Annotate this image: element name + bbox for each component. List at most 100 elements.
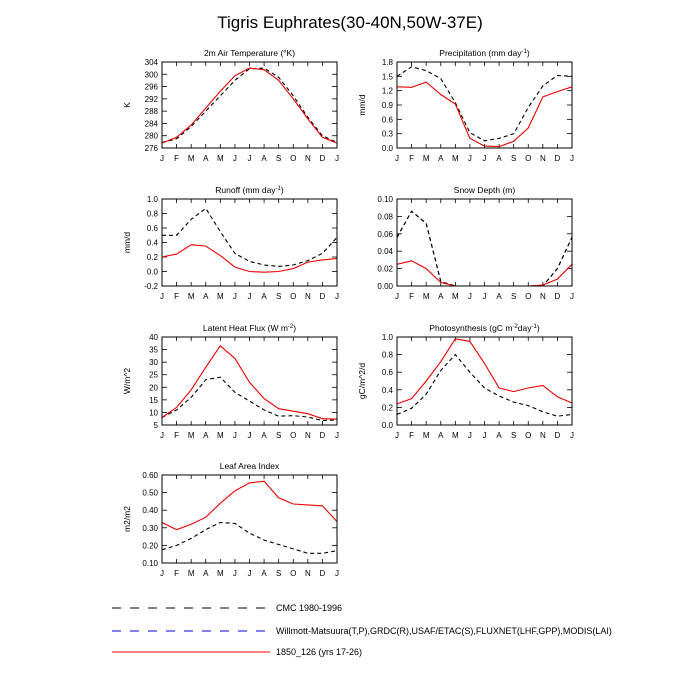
y-tick-label: 15 <box>149 396 158 405</box>
plot-frame <box>396 198 573 287</box>
y-tick-label: 0.2 <box>147 253 159 262</box>
panel-title: Precipitation (mm day-1) <box>439 48 530 58</box>
legend: CMC 1980-1996 Willmott-Matsuura(T,P),GRDC… <box>112 603 612 657</box>
plot-frame <box>161 336 338 426</box>
y-tick-label: 0.4 <box>147 239 159 248</box>
x-tick-label: D <box>555 292 561 301</box>
x-tick-label: N <box>540 154 546 163</box>
y-tick-label: 0.9 <box>382 101 394 110</box>
y-tick-label: 0.10 <box>142 559 158 568</box>
x-tick-label: J <box>335 431 339 440</box>
panel-4: Snow Depth (m) 0.00 0.02 0.04 0.06 0.08 0.10 J F… <box>377 185 574 301</box>
legend-label-1: CMC 1980-1996 <box>276 603 342 613</box>
panel-title-text: 2m Air Temperature (°K) <box>204 48 295 58</box>
x-tick-label: J <box>160 569 164 578</box>
y-tick-label: -0.2 <box>144 282 158 291</box>
x-tick-label: S <box>511 292 516 301</box>
x-tick-label: N <box>305 569 311 578</box>
x-tick-label: M <box>423 431 430 440</box>
y-tick-label: 0.06 <box>377 230 393 239</box>
x-tick-label: A <box>438 154 444 163</box>
x-tick-label: J <box>160 431 164 440</box>
series-line-model <box>161 244 338 273</box>
x-tick-label: M <box>217 569 224 578</box>
panel-title: Latent Heat Flux (W m-2) <box>203 323 296 333</box>
x-tick-label: A <box>261 569 267 578</box>
y-tick-label: 0.6 <box>382 368 394 377</box>
x-tick-label: J <box>248 431 252 440</box>
y-tick-label: 0.2 <box>382 403 394 412</box>
y-tick-label: 0.60 <box>142 471 158 480</box>
x-tick-label: J <box>468 431 472 440</box>
x-tick-label: S <box>276 431 281 440</box>
x-tick-label: M <box>217 292 224 301</box>
y-tick-label: 300 <box>145 70 159 79</box>
y-tick-label: 0.4 <box>382 386 394 395</box>
x-tick-label: A <box>261 154 267 163</box>
x-tick-label: O <box>290 569 296 578</box>
legend-label-2: Willmott-Matsuura(T,P),GRDC(R),USAF/ETAC… <box>276 626 612 636</box>
panel-title-sup2: -1 <box>532 324 538 330</box>
y-axis-label: K <box>122 102 132 108</box>
y-axis-label: m2/m2 <box>122 506 132 532</box>
x-tick-label: M <box>423 154 430 163</box>
x-tick-label: F <box>409 431 414 440</box>
panel-title: Snow Depth (m) <box>454 185 516 195</box>
x-tick-label: J <box>335 292 339 301</box>
plot-frame <box>161 474 338 564</box>
y-tick-label: 5 <box>154 421 159 430</box>
y-tick-label: 0.0 <box>382 144 394 153</box>
x-tick-label: M <box>452 154 459 163</box>
y-tick-label: 1.5 <box>382 72 394 81</box>
series-line-obs <box>396 210 573 287</box>
x-tick-label: J <box>483 154 487 163</box>
x-tick-label: J <box>233 292 237 301</box>
plot-frame <box>396 61 573 149</box>
y-tick-label: 0.8 <box>382 351 394 360</box>
x-tick-label: A <box>203 154 209 163</box>
x-tick-label: J <box>570 431 574 440</box>
y-tick-label: 0.30 <box>142 524 158 533</box>
y-tick-label: 0.08 <box>377 212 393 221</box>
x-tick-label: N <box>305 154 311 163</box>
y-tick-label: 276 <box>145 144 159 153</box>
x-tick-label: S <box>276 292 281 301</box>
panel-title-text: Precipitation (mm day <box>439 48 522 58</box>
x-tick-label: J <box>233 431 237 440</box>
x-tick-label: M <box>452 292 459 301</box>
y-tick-label: 280 <box>145 132 159 141</box>
x-tick-label: F <box>174 431 179 440</box>
x-tick-label: M <box>217 431 224 440</box>
x-tick-label: J <box>233 154 237 163</box>
x-tick-label: M <box>217 154 224 163</box>
x-tick-label: M <box>188 569 195 578</box>
x-tick-label: J <box>570 154 574 163</box>
figure-title: Tigris Euphrates(30-40N,50W-37E) <box>217 13 483 32</box>
panel-1: 2m Air Temperature (°K) K 276 280 284 288 292 2… <box>122 48 339 163</box>
series-line-cmc <box>396 210 573 287</box>
panel-title-sup: -1 <box>522 49 528 55</box>
x-tick-label: J <box>335 569 339 578</box>
panel-title: 2m Air Temperature (°K) <box>204 48 295 58</box>
x-tick-label: D <box>320 154 326 163</box>
y-tick-label: 288 <box>145 107 159 116</box>
panel-6: Photosynthesis (gC m-2day-1) gC/m^2/d 0.0 0… <box>357 323 574 440</box>
x-tick-label: N <box>540 292 546 301</box>
x-tick-label: A <box>438 431 444 440</box>
panel-title-sup: -2 <box>288 324 294 330</box>
plot-frame <box>161 198 338 287</box>
panel-title-mid: day <box>518 323 532 333</box>
x-tick-label: A <box>203 431 209 440</box>
y-tick-label: 0.20 <box>142 541 158 550</box>
x-tick-label: S <box>511 431 516 440</box>
y-tick-label: 0.0 <box>382 421 394 430</box>
x-tick-label: J <box>483 431 487 440</box>
y-tick-label: 20 <box>149 383 158 392</box>
x-tick-label: O <box>525 292 531 301</box>
x-tick-label: O <box>525 431 531 440</box>
x-tick-label: J <box>395 154 399 163</box>
y-tick-label: 304 <box>145 58 159 67</box>
y-tick-label: 0.04 <box>377 247 393 256</box>
panel-title-text: Photosynthesis (gC m <box>429 323 512 333</box>
